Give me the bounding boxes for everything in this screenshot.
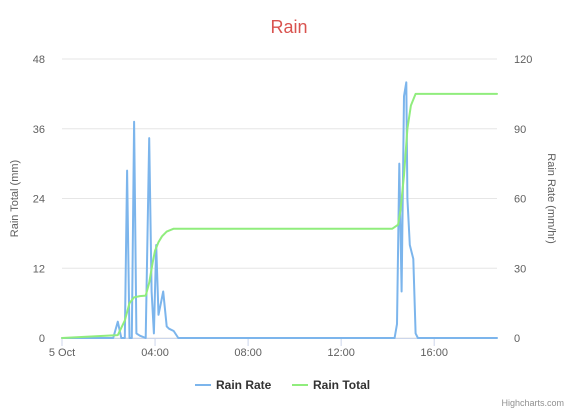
legend: Rain Rate Rain Total	[195, 378, 370, 392]
y-left-tick-label: 0	[39, 333, 45, 345]
y-right-tick-label: 120	[514, 54, 532, 66]
y-right-tick-label: 90	[514, 124, 526, 136]
credits-link[interactable]: Highcharts.com	[501, 398, 564, 408]
y-right-tick-label: 0	[514, 333, 520, 345]
series-line-rain-rate	[61, 81, 498, 339]
x-axis: 5 Oct 04:00 08:00 12:00 16:00	[49, 338, 497, 359]
x-tick-label: 5 Oct	[49, 347, 75, 359]
x-tick-label: 12:00	[327, 347, 355, 359]
y-left-tick-label: 12	[33, 263, 45, 275]
legend-label: Rain Total	[313, 378, 370, 392]
y-axis-right: 0 30 60 90 120	[514, 54, 532, 345]
y-left-tick-label: 48	[33, 54, 45, 66]
y-axis-right-title: Rain Rate (mm/hr)	[545, 153, 557, 243]
series-layer	[61, 81, 498, 339]
y-axis-left: 0 12 24 36 48	[33, 54, 45, 345]
y-right-tick-label: 30	[514, 263, 526, 275]
series-line-rain-total	[61, 92, 498, 339]
chart-title: Rain	[270, 17, 307, 37]
legend-item-rain-total[interactable]: Rain Total	[292, 378, 370, 392]
y-right-tick-label: 60	[514, 194, 526, 206]
x-tick-label: 08:00	[234, 347, 262, 359]
y-axis-left-title: Rain Total (mm)	[9, 160, 21, 237]
x-tick-label: 04:00	[141, 347, 169, 359]
legend-item-rain-rate[interactable]: Rain Rate	[195, 378, 272, 392]
x-tick-label: 16:00	[420, 347, 448, 359]
legend-label: Rain Rate	[216, 378, 272, 392]
y-left-tick-label: 24	[33, 194, 45, 206]
y-left-tick-label: 36	[33, 124, 45, 136]
